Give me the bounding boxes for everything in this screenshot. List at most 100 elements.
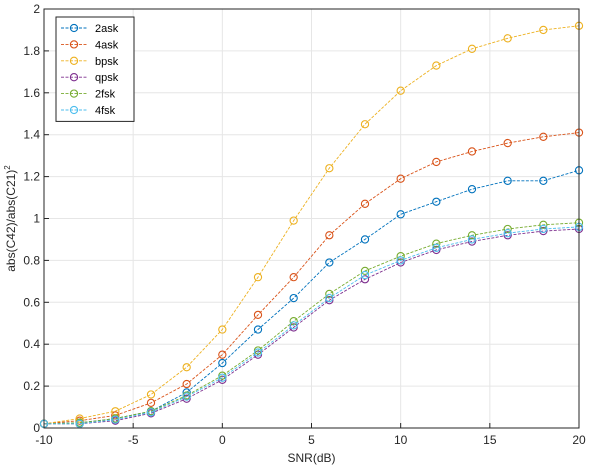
data-point-4fsk <box>539 224 548 234</box>
data-point-qpsk <box>289 323 298 332</box>
data-point-qpsk <box>467 237 477 246</box>
y-tick-label: 0.8 <box>23 253 40 267</box>
series-4fsk <box>39 222 584 428</box>
data-point-qpsk <box>396 258 405 267</box>
data-point-4fsk <box>182 392 191 401</box>
legend-marker <box>69 89 79 98</box>
data-point-2fsk <box>253 346 263 355</box>
data-point-4fsk <box>467 235 477 244</box>
data-point-2ask <box>432 197 441 206</box>
data-point-2ask <box>539 176 548 185</box>
data-point-qpsk <box>503 231 512 240</box>
x-tick-label: 10 <box>394 433 408 447</box>
x-tick-label: 15 <box>483 433 497 447</box>
data-point-4fsk <box>360 270 370 280</box>
axes-box <box>43 8 580 429</box>
data-point-4ask <box>360 199 370 208</box>
data-point-4fsk <box>396 256 405 265</box>
data-point-bpsk <box>396 86 405 95</box>
data-point-2ask <box>289 293 298 303</box>
data-point-2fsk <box>396 252 405 261</box>
data-point-4ask <box>111 411 120 420</box>
y-axis-label-main: abs(C42)/abs(C21) <box>4 170 18 272</box>
y-tick-label: 0.4 <box>23 337 40 351</box>
legend-marker <box>69 105 79 115</box>
data-point-4fsk <box>503 229 512 238</box>
data-point-2fsk <box>289 317 298 326</box>
data-point-4ask <box>218 350 227 359</box>
y-tick-label: 1.2 <box>23 170 40 184</box>
series-line-2fsk <box>43 222 580 425</box>
legend-item-2fsk: 2fsk <box>61 89 116 101</box>
data-point-2fsk <box>503 224 512 234</box>
data-point-2ask <box>218 358 227 368</box>
data-point-qpsk <box>360 275 370 284</box>
data-point-4ask <box>289 273 298 282</box>
y-axis-label: abs(C42)/abs(C21)2 <box>3 165 18 272</box>
data-point-4fsk <box>75 419 84 428</box>
data-point-bpsk <box>289 216 298 225</box>
legend-item-4ask: 4ask <box>61 39 119 51</box>
data-point-qpsk <box>182 394 191 403</box>
y-tick-label: 0 <box>33 421 40 435</box>
data-point-bpsk <box>360 120 370 129</box>
data-point-qpsk <box>539 226 548 236</box>
series-line-4ask <box>43 132 580 425</box>
data-point-2ask <box>253 325 263 334</box>
data-point-2fsk <box>360 266 370 276</box>
y-tick-label: 2 <box>33 2 40 16</box>
data-point-2fsk <box>467 231 477 240</box>
data-point-4fsk <box>218 373 227 382</box>
legend-label: qpsk <box>95 72 119 84</box>
data-point-2fsk <box>325 289 334 299</box>
data-point-4ask <box>396 174 405 183</box>
data-point-bpsk <box>325 164 334 173</box>
tick-labels: -10 -5 0 5 10 15 20 0 0.2 0.4 0.6 0.8 1 1.2 1.4 1.6 1.8 2 <box>23 2 586 447</box>
legend-marker <box>69 56 79 65</box>
data-point-bpsk <box>146 390 156 399</box>
legend-item-4fsk: 4fsk <box>61 105 116 117</box>
x-tick-label: 0 <box>219 433 226 447</box>
y-tick-label: 1.6 <box>23 86 40 100</box>
data-point-qpsk <box>218 375 227 384</box>
data-point-bpsk <box>539 25 548 35</box>
y-tick-label: 0.6 <box>23 295 40 309</box>
x-tick-label: -10 <box>35 433 53 447</box>
data-point-4fsk <box>289 321 298 330</box>
data-point-4ask <box>182 379 191 389</box>
data-point-bpsk <box>218 325 227 334</box>
data-point-bpsk <box>75 414 84 423</box>
series-line-qpsk <box>44 228 580 425</box>
legend-item-qpsk: qpsk <box>61 72 119 84</box>
legend-label: bpsk <box>95 56 119 68</box>
data-point-4ask <box>432 157 441 167</box>
data-point-bpsk <box>503 34 512 43</box>
legend-item-2ask: 2ask <box>61 23 119 35</box>
axes <box>43 8 580 429</box>
data-point-4fsk <box>253 348 263 357</box>
data-point-bpsk <box>467 44 477 53</box>
data-point-qpsk <box>432 245 441 255</box>
data-point-qpsk <box>325 296 334 305</box>
y-tick-label: 0.2 <box>23 379 40 393</box>
data-point-2ask <box>503 176 512 185</box>
legend-marker <box>69 23 79 33</box>
data-point-2fsk <box>539 220 548 229</box>
series-line-4fsk <box>44 226 580 425</box>
legend-label: 4fsk <box>95 105 116 117</box>
legend-marker <box>69 73 79 82</box>
data-point-2ask <box>396 210 405 219</box>
data-point-2ask <box>360 235 370 244</box>
data-point-4ask <box>325 231 334 240</box>
legend-label: 2fsk <box>95 89 116 101</box>
x-axis-label: SNR(dB) <box>287 451 335 465</box>
data-point-2ask <box>325 258 334 267</box>
legend-label: 4ask <box>95 39 119 51</box>
data-point-2fsk <box>432 239 441 248</box>
data-point-4ask <box>503 138 512 148</box>
data-point-bpsk <box>253 273 263 282</box>
series-line-bpsk <box>43 25 580 425</box>
legend-marker <box>69 40 79 49</box>
legend-label: 2ask <box>95 23 119 35</box>
